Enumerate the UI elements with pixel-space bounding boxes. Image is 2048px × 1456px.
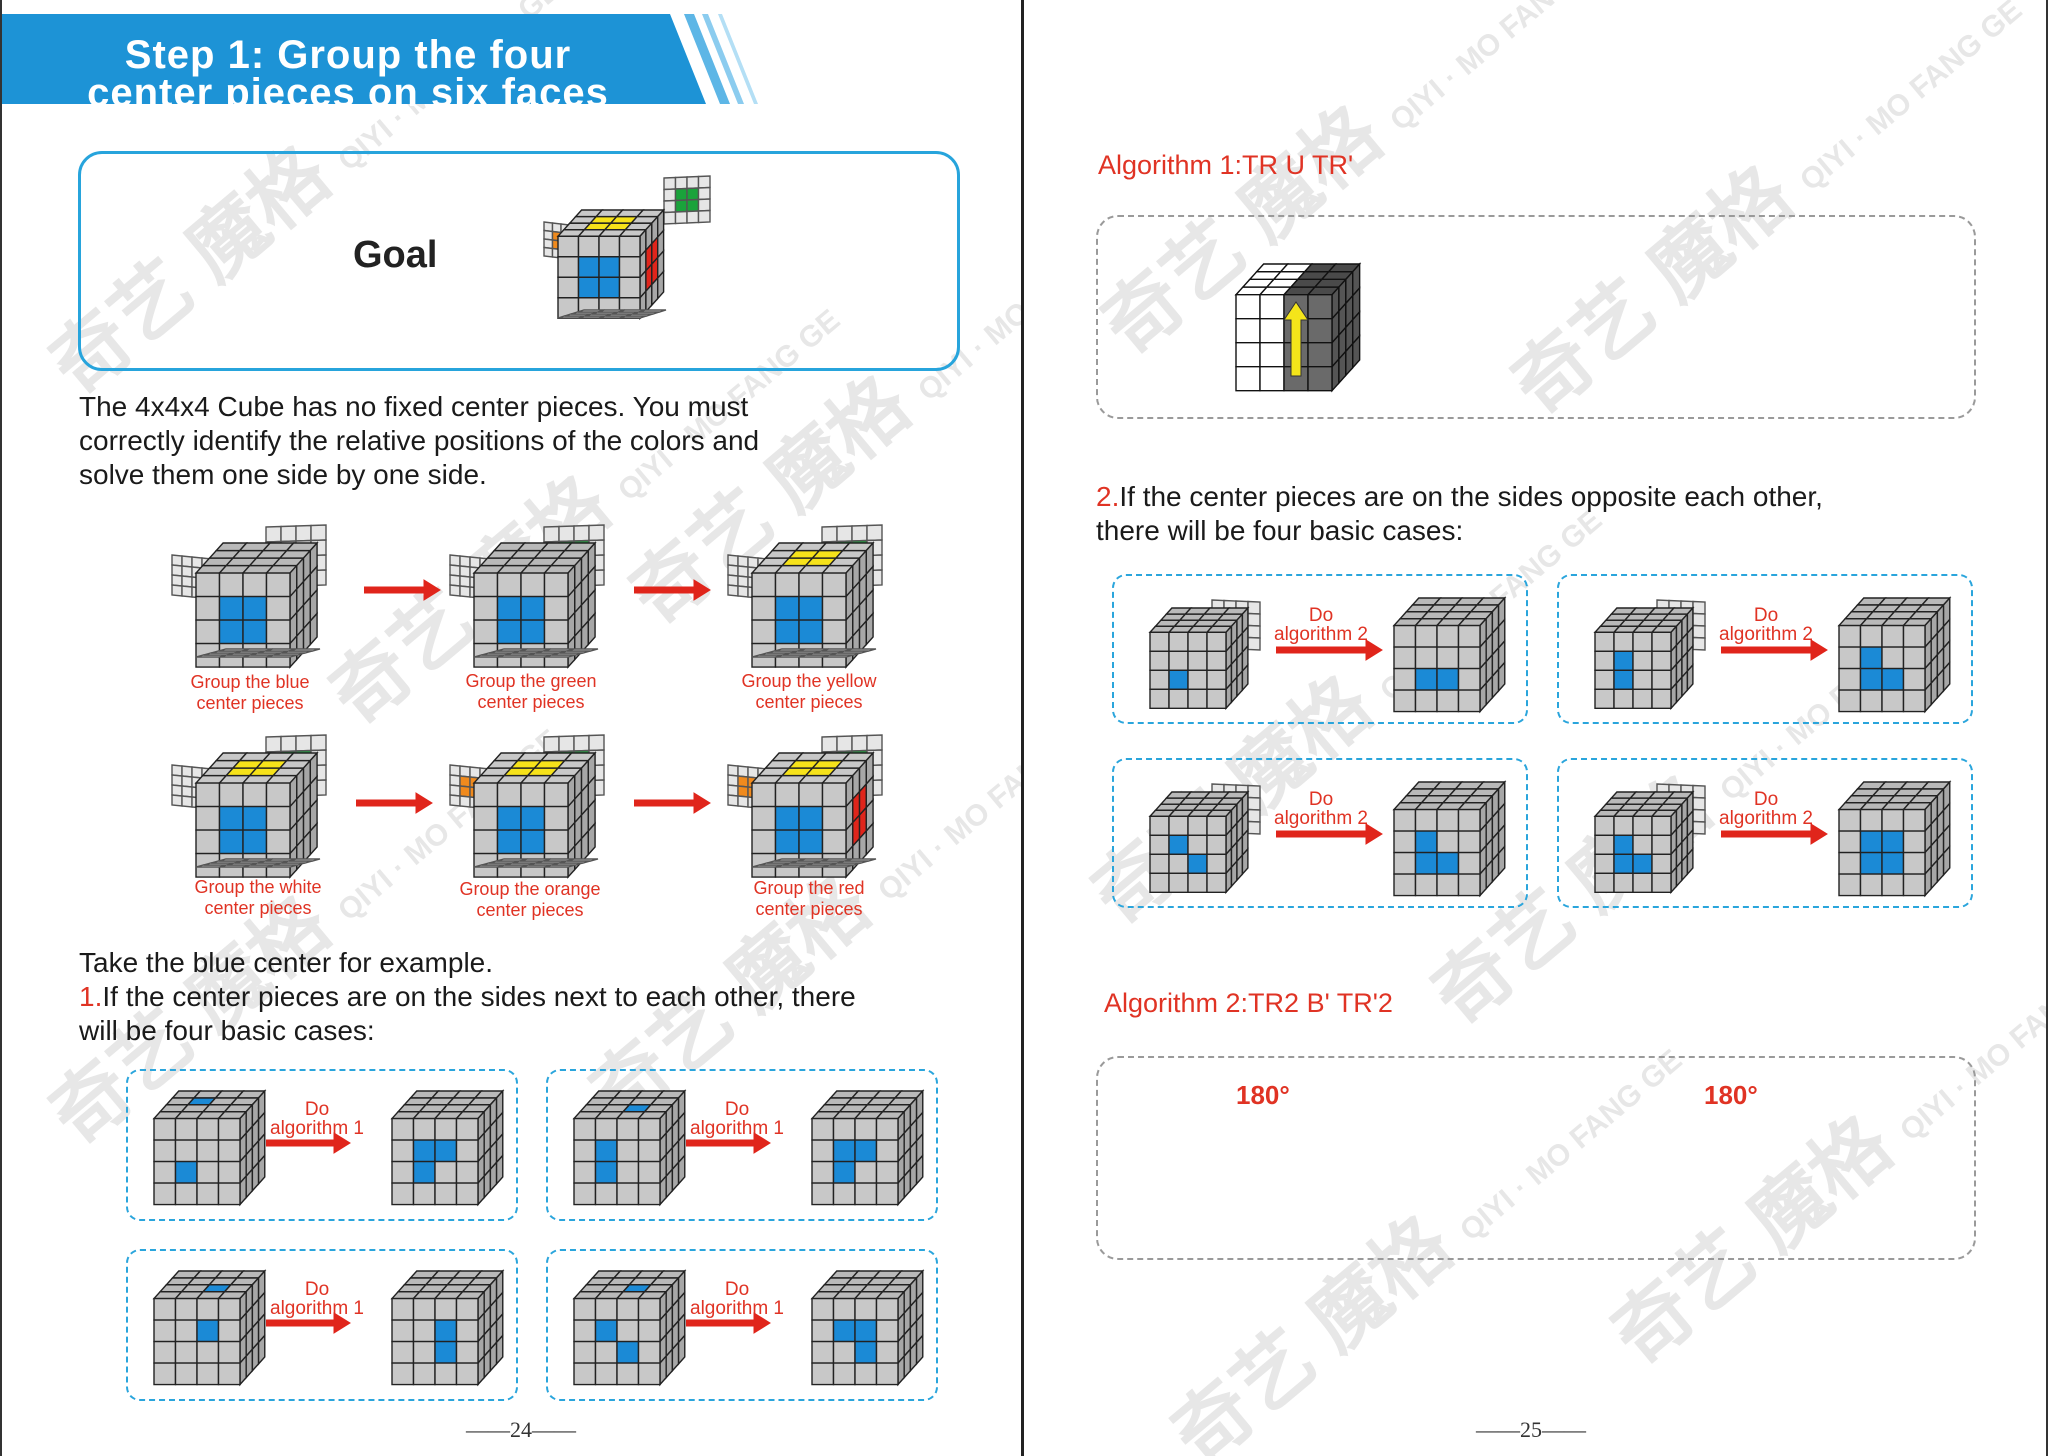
cube-after-illustration — [1837, 780, 1952, 898]
do-algorithm-label: Do algorithm 1 — [270, 1099, 364, 1139]
goal-panel: Goal — [78, 151, 960, 371]
algorithm2-panel — [1096, 1056, 1976, 1260]
banner-background — [2, 14, 758, 104]
cube-before-illustration — [152, 1089, 267, 1207]
right-arrow-icon — [1721, 823, 1828, 845]
case-panel — [126, 1069, 518, 1221]
rotation-degree-label: 180° — [1236, 1080, 1290, 1110]
do-algorithm-label: Do algorithm 2 — [1719, 605, 1813, 645]
algorithm-cube — [1234, 262, 1362, 393]
intro-paragraph: The 4x4x4 Cube has no fixed center piece… — [79, 391, 760, 490]
right-arrow-icon — [634, 579, 711, 601]
do-algorithm-label: Do algorithm 2 — [1274, 789, 1368, 829]
right-arrow-icon — [1276, 823, 1383, 845]
algorithm-cube — [1467, 258, 1597, 398]
cube-after-illustration — [390, 1089, 505, 1207]
example-paragraph: Take the blue center for example. 1.If t… — [79, 947, 856, 1046]
case-panel — [1557, 758, 1973, 908]
right-arrow-icon — [356, 792, 433, 814]
step-banner: Step 1: Group the four center pieces on … — [2, 14, 762, 113]
page-number: ——25—— — [1476, 1417, 1586, 1442]
cube-step-illustration — [727, 524, 883, 669]
cube-step-illustration — [171, 734, 327, 879]
right-arrow-icon — [266, 1312, 351, 1334]
step-caption: Group the yellow center pieces — [741, 671, 877, 712]
cube-after-illustration — [810, 1269, 925, 1387]
cube-step-illustration — [171, 524, 327, 669]
cube-before-illustration — [1148, 790, 1250, 895]
case-panel — [126, 1249, 518, 1401]
page-left: 奇艺 魔格QIYI · MO FANG GE 奇艺 魔格QIYI · MO FA… — [0, 0, 1024, 1456]
cube-after-illustration — [1392, 780, 1507, 898]
right-arrow-icon — [364, 579, 441, 601]
do-algorithm-label: Do algorithm 2 — [1274, 605, 1368, 645]
goal-label: Goal — [353, 234, 438, 276]
case-panel — [546, 1069, 938, 1221]
right-arrow-icon — [266, 1132, 351, 1154]
do-algorithm-label: Do algorithm 2 — [1719, 789, 1813, 829]
step-caption: Group the blue center pieces — [190, 672, 310, 713]
cube-after-illustration — [390, 1269, 505, 1387]
goal-cube-illustration — [543, 175, 711, 321]
cube-step-illustration — [449, 734, 605, 879]
right-arrow-icon — [1276, 639, 1383, 661]
cube-step-illustration — [449, 524, 605, 669]
page-divider — [1021, 0, 1024, 1456]
cube-before-illustration — [1148, 606, 1250, 711]
case-panel — [546, 1249, 938, 1401]
do-algorithm-label: Do algorithm 1 — [270, 1279, 364, 1319]
cube-before-illustration — [152, 1269, 267, 1387]
algorithm1-panel — [1096, 215, 1976, 419]
right-arrow-icon — [686, 1312, 771, 1334]
step-title: Step 1: Group the four center pieces on … — [87, 33, 609, 115]
right-arrow-icon — [686, 1132, 771, 1154]
case-panel — [1557, 574, 1973, 724]
case-panel — [1112, 574, 1528, 724]
algorithm2-title: Algorithm 2:TR2 B' TR'2 — [1104, 988, 1393, 1018]
cube-after-illustration — [810, 1089, 925, 1207]
cube-before-illustration — [1593, 790, 1695, 895]
do-algorithm-label: Do algorithm 1 — [690, 1279, 784, 1319]
right-arrow-icon — [634, 792, 711, 814]
cube-before-illustration — [572, 1269, 687, 1387]
do-algorithm-label: Do algorithm 1 — [690, 1099, 784, 1139]
case-panel — [1112, 758, 1528, 908]
cube-after-illustration — [1392, 596, 1507, 714]
cube-before-illustration — [1593, 606, 1695, 711]
right-arrow-icon — [1721, 639, 1828, 661]
step-caption: Group the green center pieces — [465, 671, 597, 712]
cube-step-illustration — [727, 734, 883, 879]
step-caption: Group the white center pieces — [194, 877, 322, 918]
cube-before-illustration — [572, 1089, 687, 1207]
page-number: ——24—— — [466, 1417, 576, 1442]
cube-after-illustration — [1837, 596, 1952, 714]
page-right: 奇艺 魔格QIYI · MO FANG GE 奇艺 魔格QIYI · MO FA… — [1024, 0, 2048, 1456]
step-caption: Group the orange center pieces — [459, 879, 601, 920]
case2-paragraph: 2.If the center pieces are on the sides … — [1096, 481, 1823, 546]
algorithm1-title: Algorithm 1:TR U TR' — [1098, 150, 1354, 180]
rotation-degree-label: 180° — [1704, 1080, 1758, 1110]
step-caption: Group the red center pieces — [753, 878, 865, 919]
